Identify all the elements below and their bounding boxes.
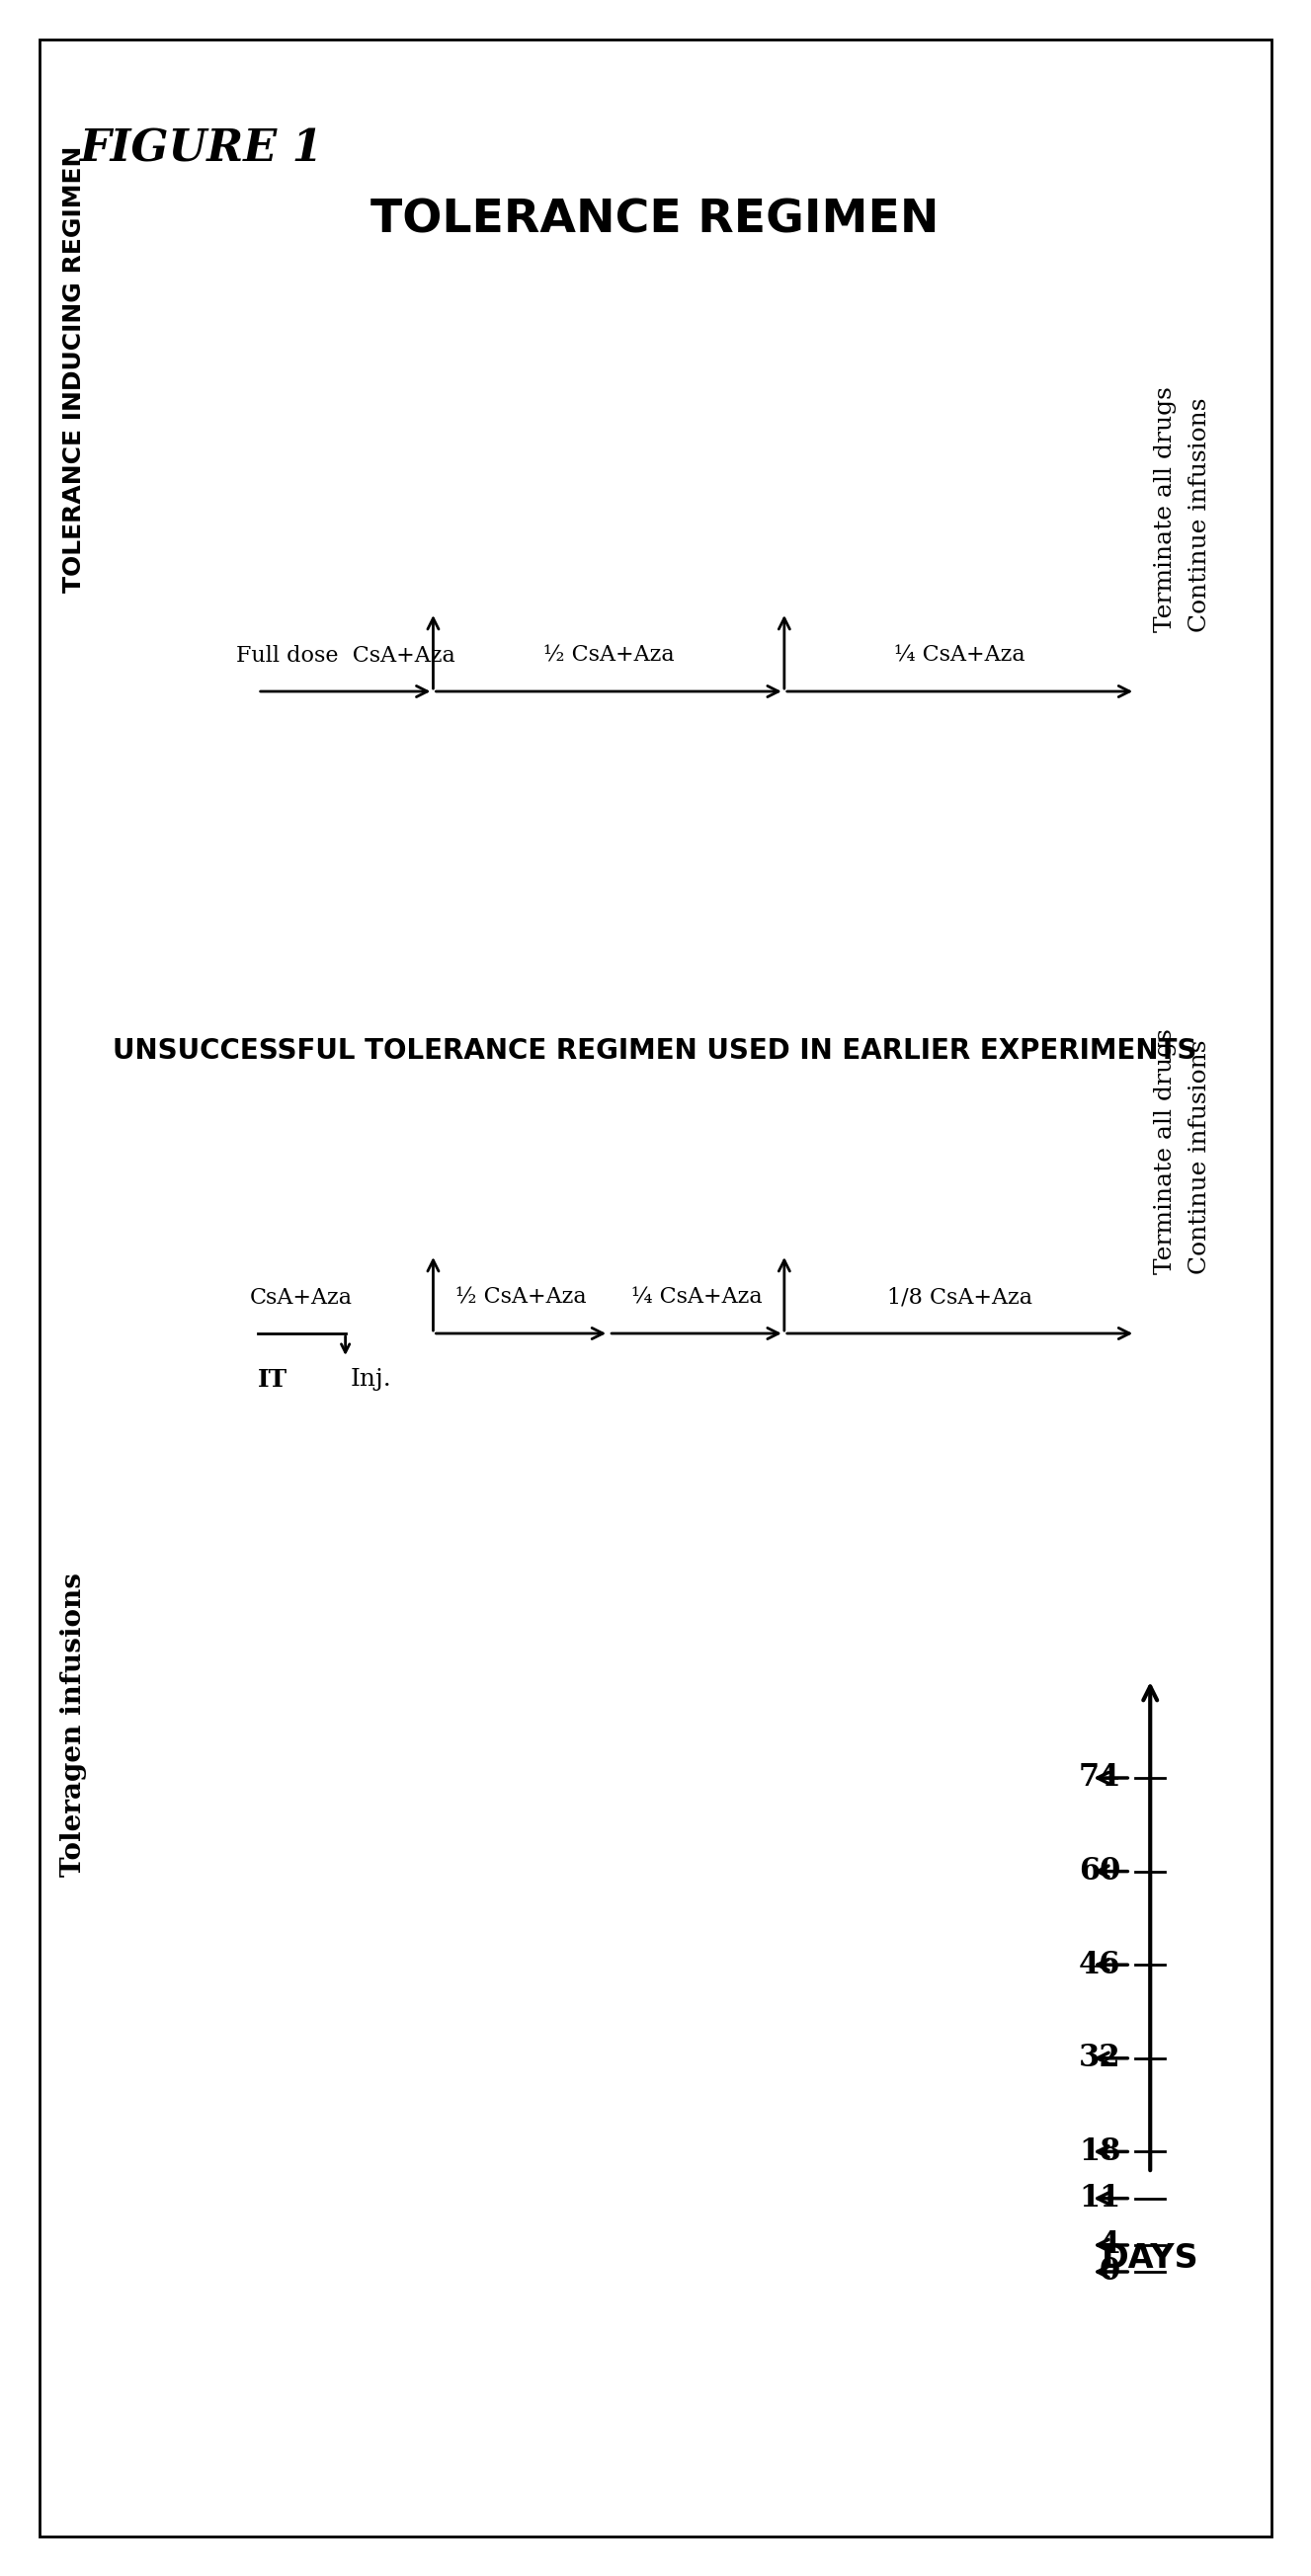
Text: Toleragen infusions: Toleragen infusions	[60, 1571, 88, 1878]
Text: DAYS: DAYS	[1101, 2241, 1200, 2275]
Text: Terminate all drugs: Terminate all drugs	[1154, 1028, 1176, 1275]
Text: Continue infusions: Continue infusions	[1188, 397, 1211, 631]
Text: UNSUCCESSFUL TOLERANCE REGIMEN USED IN EARLIER EXPERIMENTS: UNSUCCESSFUL TOLERANCE REGIMEN USED IN E…	[113, 1038, 1197, 1064]
Text: 74: 74	[1079, 1762, 1121, 1793]
Text: TOLERANCE REGIMEN: TOLERANCE REGIMEN	[371, 198, 939, 242]
Text: Terminate all drugs: Terminate all drugs	[1154, 386, 1176, 631]
Text: Continue infusions: Continue infusions	[1188, 1041, 1211, 1275]
Text: IT: IT	[257, 1368, 287, 1391]
Text: 0: 0	[1100, 2257, 1121, 2287]
Text: Full dose  CsA+Aza: Full dose CsA+Aza	[236, 644, 455, 667]
Text: 1/8 CsA+Aza: 1/8 CsA+Aza	[888, 1288, 1033, 1309]
Text: ½ CsA+Aza: ½ CsA+Aza	[455, 1288, 586, 1309]
Text: 46: 46	[1079, 1950, 1121, 1981]
Text: Inj.: Inj.	[350, 1368, 392, 1391]
Text: FIGURE 1: FIGURE 1	[79, 129, 323, 170]
Text: ¼ CsA+Aza: ¼ CsA+Aza	[894, 644, 1025, 667]
Text: ½ CsA+Aza: ½ CsA+Aza	[543, 644, 674, 667]
Text: ¼ CsA+Aza: ¼ CsA+Aza	[631, 1288, 762, 1309]
Text: 18: 18	[1079, 2136, 1121, 2166]
Text: 11: 11	[1079, 2182, 1121, 2213]
Text: 60: 60	[1079, 1857, 1121, 1886]
Text: 4: 4	[1100, 2231, 1121, 2259]
Text: CsA+Aza: CsA+Aza	[250, 1288, 353, 1309]
Text: TOLERANCE INDUCING REGIMEN: TOLERANCE INDUCING REGIMEN	[62, 147, 87, 592]
Text: 32: 32	[1079, 2043, 1121, 2074]
